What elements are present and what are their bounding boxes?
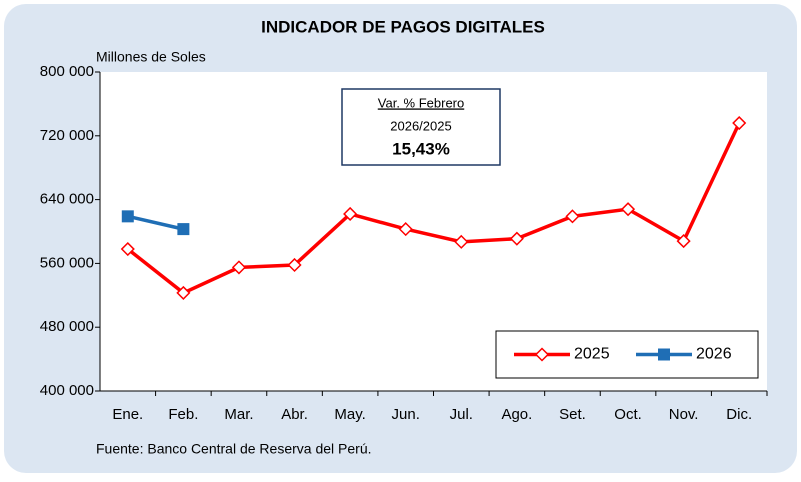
legend-label: 2026 (696, 346, 732, 363)
x-tick-label: Nov. (669, 406, 699, 423)
x-tick-label: Oct. (614, 406, 642, 423)
y-tick-label: 720 000 (40, 127, 94, 144)
point (509, 231, 524, 246)
annotation: Var. % Febrero 2026/2025 15,43% (341, 88, 501, 166)
x-tick-label: Ago. (501, 406, 532, 423)
point (177, 223, 190, 236)
annotation-box (341, 88, 501, 166)
point (534, 347, 550, 362)
x-tick-label: Dic. (726, 406, 752, 423)
y-tick-label: 480 000 (40, 318, 94, 335)
x-tick-label: Feb. (168, 406, 198, 423)
y-label: Millones de Soles (96, 49, 206, 65)
point (658, 348, 670, 361)
x-tick-label: Abr. (281, 406, 308, 423)
annotation-title: Var. % Febrero (378, 95, 464, 110)
y-tick-label: 800 000 (40, 63, 94, 80)
series-2025 (120, 115, 747, 300)
line (126, 122, 741, 295)
legend-label: 2025 (574, 346, 610, 363)
x-tick-label: Ene. (112, 406, 143, 423)
point (398, 222, 413, 237)
point (565, 209, 580, 224)
point (176, 285, 191, 300)
x-tick-label: Jun. (392, 406, 420, 423)
point (676, 234, 691, 249)
x-tick-label: Jul. (450, 406, 473, 423)
point (620, 202, 636, 217)
y-tick-label: 640 000 (40, 191, 94, 208)
point (287, 257, 302, 273)
point (231, 260, 247, 275)
point (343, 206, 358, 222)
point (120, 241, 135, 257)
x-tick-label: Set. (559, 406, 586, 423)
point (732, 115, 747, 131)
line (127, 214, 184, 231)
point (121, 210, 134, 223)
annotation-value: 15,43% (392, 139, 450, 158)
source: Fuente: Banco Central de Reserva del Per… (96, 441, 372, 457)
chart-title: INDICADOR DE PAGOS DIGITALES (261, 17, 545, 36)
y-tick-label: 560 000 (40, 254, 94, 271)
legend: 2025 2026 (495, 330, 759, 379)
x-tick-label: May. (334, 406, 365, 423)
series-2026 (121, 210, 190, 236)
y-tick-label: 400 000 (40, 382, 94, 399)
annotation-subtitle: 2026/2025 (390, 118, 451, 133)
point (454, 234, 469, 249)
x-tick-label: Mar. (224, 406, 253, 423)
